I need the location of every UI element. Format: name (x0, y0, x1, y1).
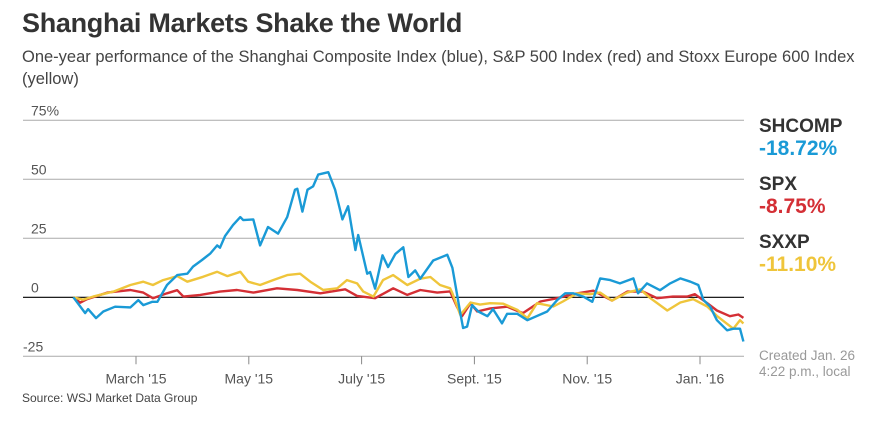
created-date: Created Jan. 26 (759, 348, 856, 363)
legend-name: SXXP (759, 232, 810, 253)
x-tick-label: Jan. '16 (676, 370, 725, 386)
x-tick-label: Nov. '15 (562, 370, 612, 386)
x-axis: March '15 May '15 July '15 Sept. '15 Nov. '1… (105, 356, 725, 386)
y-tick-label: 0 (31, 279, 39, 295)
y-tick-label: 75% (31, 102, 59, 118)
gridlines: 75% 50 25 0 -25 (23, 102, 744, 357)
legend-name: SHCOMP (759, 116, 843, 137)
chart-subtitle: One-year performance of the Shanghai Com… (22, 48, 855, 88)
series-line-shcomp (72, 171, 745, 342)
x-tick-label: Sept. '15 (447, 370, 502, 386)
series-line-spx (72, 287, 745, 319)
series-lines (72, 171, 745, 342)
x-tick-label: July '15 (338, 370, 385, 386)
series-line-sxxp (73, 270, 745, 330)
legend-sxxp: SXXP -11.10% (759, 232, 836, 276)
legend-change: -18.72% (759, 137, 838, 160)
source-note: Source: WSJ Market Data Group (22, 391, 198, 405)
legend-spx: SPX -8.75% (759, 174, 826, 218)
created-timestamp: Created Jan. 26 4:22 p.m., local (759, 348, 855, 380)
x-tick-label: May '15 (225, 370, 274, 386)
y-tick-label: 25 (31, 220, 47, 236)
y-tick-label: -25 (23, 338, 43, 354)
legend-change: -11.10% (759, 253, 837, 276)
legend-name: SPX (759, 174, 798, 195)
created-time: 4:22 p.m., local (759, 364, 851, 379)
y-tick-label: 50 (31, 161, 47, 177)
chart-title: Shanghai Markets Shake the World (22, 8, 463, 38)
legend-change: -8.75% (759, 195, 826, 218)
x-tick-label: March '15 (105, 370, 166, 386)
legend-shcomp: SHCOMP -18.72% (759, 116, 842, 160)
